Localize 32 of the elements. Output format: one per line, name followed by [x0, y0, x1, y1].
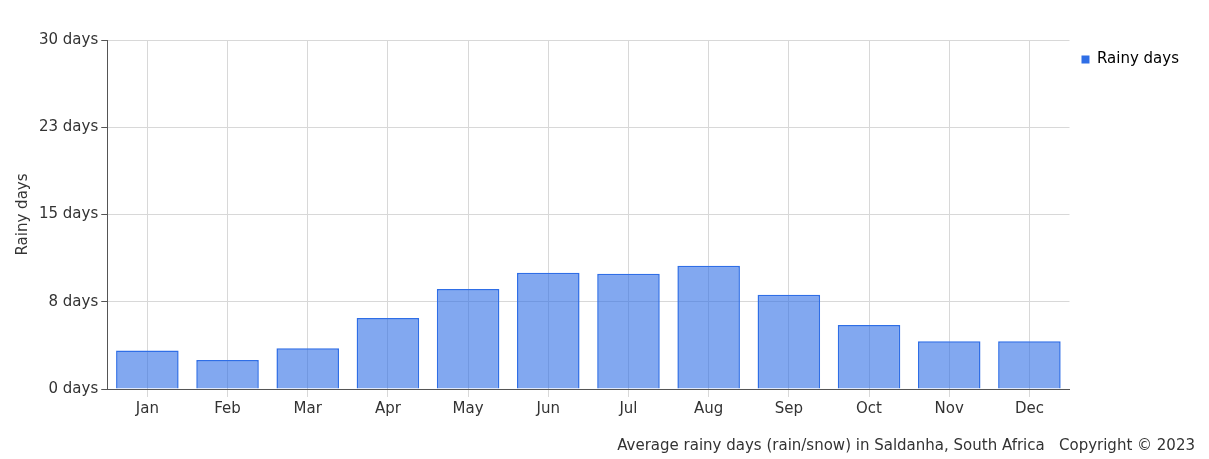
x-tick-label: May — [452, 398, 484, 417]
bar — [597, 273, 660, 389]
x-tick-label: Mar — [293, 398, 323, 417]
y-axis-title: Rainy days — [12, 173, 31, 256]
bar — [837, 325, 901, 389]
bar — [196, 359, 259, 389]
x-tick-label: Jun — [535, 398, 560, 417]
x-tick-label: Dec — [1014, 398, 1044, 417]
y-tick-label: 23 days — [38, 117, 99, 136]
bar — [436, 288, 500, 389]
x-tick-label: Apr — [374, 398, 402, 417]
legend-label: Rainy days — [1096, 49, 1180, 68]
bar — [757, 294, 821, 389]
bar — [356, 318, 420, 389]
y-tick-label: 15 days — [38, 204, 99, 223]
x-tick-label: Nov — [934, 398, 964, 417]
bar — [917, 341, 981, 389]
bar — [517, 272, 580, 389]
bar — [998, 341, 1061, 389]
bar — [276, 348, 339, 389]
y-tick-label: 8 days — [48, 291, 99, 310]
x-tick-label: Aug — [694, 398, 724, 417]
bar — [116, 350, 179, 389]
y-tick-label: 0 days — [48, 378, 99, 397]
x-tick-label: Oct — [856, 398, 883, 417]
x-tick-label: Feb — [214, 398, 241, 417]
x-tick-label: Sep — [774, 398, 803, 417]
text: Average rainy days (rain/snow) in Saldanha, South Africa Copyright © 2023 — [617, 436, 1195, 455]
x-tick-label: Jul — [618, 398, 638, 417]
y-tick-label: 30 days — [38, 29, 99, 48]
bar — [677, 265, 740, 389]
x-tick-label: Jan — [134, 398, 159, 417]
